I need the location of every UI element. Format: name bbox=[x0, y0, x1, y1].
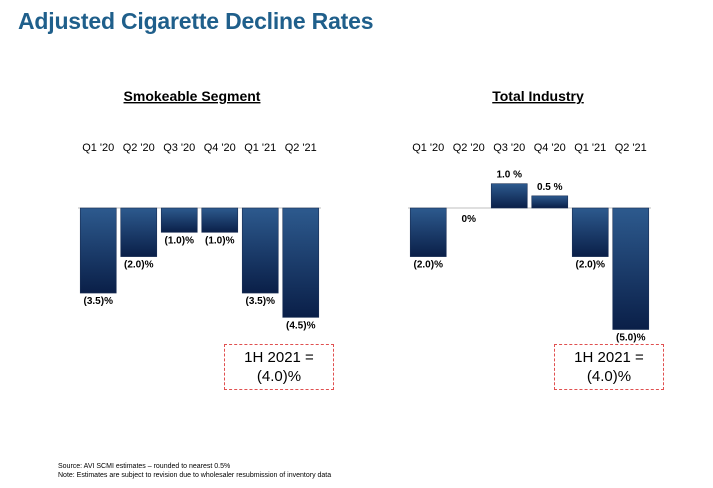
data-label: (2.0)% bbox=[124, 260, 154, 271]
data-label: (3.5)% bbox=[246, 296, 276, 307]
bar bbox=[612, 207, 650, 330]
bar bbox=[241, 207, 279, 294]
bar bbox=[531, 195, 569, 209]
category-label: Q2 '20 bbox=[453, 142, 485, 154]
bar bbox=[160, 207, 198, 233]
category-label: Q4 '20 bbox=[534, 142, 566, 154]
bar bbox=[79, 207, 117, 294]
category-label: Q3 '20 bbox=[493, 142, 525, 154]
bar bbox=[409, 207, 447, 257]
chart-total-industry: Total Industry Q1 '20 (2.0)% Q2 '20 0% Q3 '20… bbox=[408, 88, 651, 344]
data-label: (5.0)% bbox=[616, 333, 646, 344]
category-label: Q1 '20 bbox=[82, 142, 114, 154]
bar bbox=[490, 183, 528, 209]
bar bbox=[571, 207, 609, 257]
callout-line-2: (4.0)% bbox=[586, 368, 632, 385]
data-label: (1.0)% bbox=[165, 235, 195, 246]
category-label: Q1 '21 bbox=[244, 142, 276, 154]
category-label: Q2 '21 bbox=[285, 142, 317, 154]
category-label: Q3 '20 bbox=[163, 142, 195, 154]
data-label: (2.0)% bbox=[414, 260, 444, 271]
callout-line-1: 1H 2021 = bbox=[574, 349, 644, 366]
category-label: Q1 '20 bbox=[412, 142, 444, 154]
data-label: (4.5)% bbox=[286, 320, 316, 331]
chart-title: Smokeable Segment bbox=[124, 88, 261, 104]
chart-title: Total Industry bbox=[492, 88, 584, 104]
data-label: (2.0)% bbox=[576, 260, 606, 271]
category-label: Q2 '21 bbox=[615, 142, 647, 154]
chart-smokeable-segment: Smokeable Segment Q1 '20 (3.5)% Q2 '20 (2.0)… bbox=[78, 88, 321, 331]
category-label: Q4 '20 bbox=[204, 142, 236, 154]
data-label: 1.0 % bbox=[496, 170, 522, 181]
bar bbox=[201, 207, 239, 233]
page-title: Adjusted Cigarette Decline Rates bbox=[18, 8, 374, 34]
data-label: 0.5 % bbox=[537, 182, 563, 193]
footnote-source: Source: AVI SCMI estimates – rounded to … bbox=[58, 463, 231, 470]
bar bbox=[120, 207, 158, 257]
data-label: (1.0)% bbox=[205, 235, 235, 246]
callout-line-1: 1H 2021 = bbox=[244, 349, 314, 366]
bar bbox=[282, 207, 320, 318]
callout-line-2: (4.0)% bbox=[256, 368, 302, 385]
data-label: (3.5)% bbox=[84, 296, 114, 307]
category-label: Q2 '20 bbox=[123, 142, 155, 154]
callout-1h-2021-smokeable: 1H 2021 = (4.0)% bbox=[224, 344, 334, 390]
callout-1h-2021-total-industry: 1H 2021 = (4.0)% bbox=[554, 344, 664, 390]
data-label: 0% bbox=[462, 214, 477, 225]
footnote-note: Note: Estimates are subject to revision … bbox=[58, 472, 332, 479]
category-label: Q1 '21 bbox=[574, 142, 606, 154]
